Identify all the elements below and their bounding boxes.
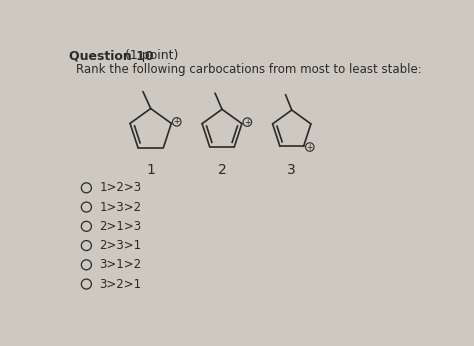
Circle shape (173, 118, 181, 126)
Text: +: + (244, 118, 251, 127)
Text: 2>1>3: 2>1>3 (100, 220, 142, 233)
Text: +: + (173, 117, 180, 126)
Text: 2>3>1: 2>3>1 (100, 239, 142, 252)
Text: 1>2>3: 1>2>3 (100, 181, 142, 194)
Text: (1 point): (1 point) (121, 49, 179, 62)
Text: Rank the following carbocations from most to least stable:: Rank the following carbocations from mos… (76, 63, 422, 76)
Text: 2: 2 (218, 163, 227, 177)
Text: 3>2>1: 3>2>1 (100, 277, 142, 291)
Text: Question 10: Question 10 (69, 49, 153, 62)
Text: +: + (307, 143, 313, 152)
Text: 3: 3 (287, 163, 296, 177)
Circle shape (306, 143, 314, 151)
Text: 1>3>2: 1>3>2 (100, 201, 142, 213)
Text: 3>1>2: 3>1>2 (100, 258, 142, 271)
Text: 1: 1 (146, 163, 155, 177)
Circle shape (243, 118, 252, 126)
